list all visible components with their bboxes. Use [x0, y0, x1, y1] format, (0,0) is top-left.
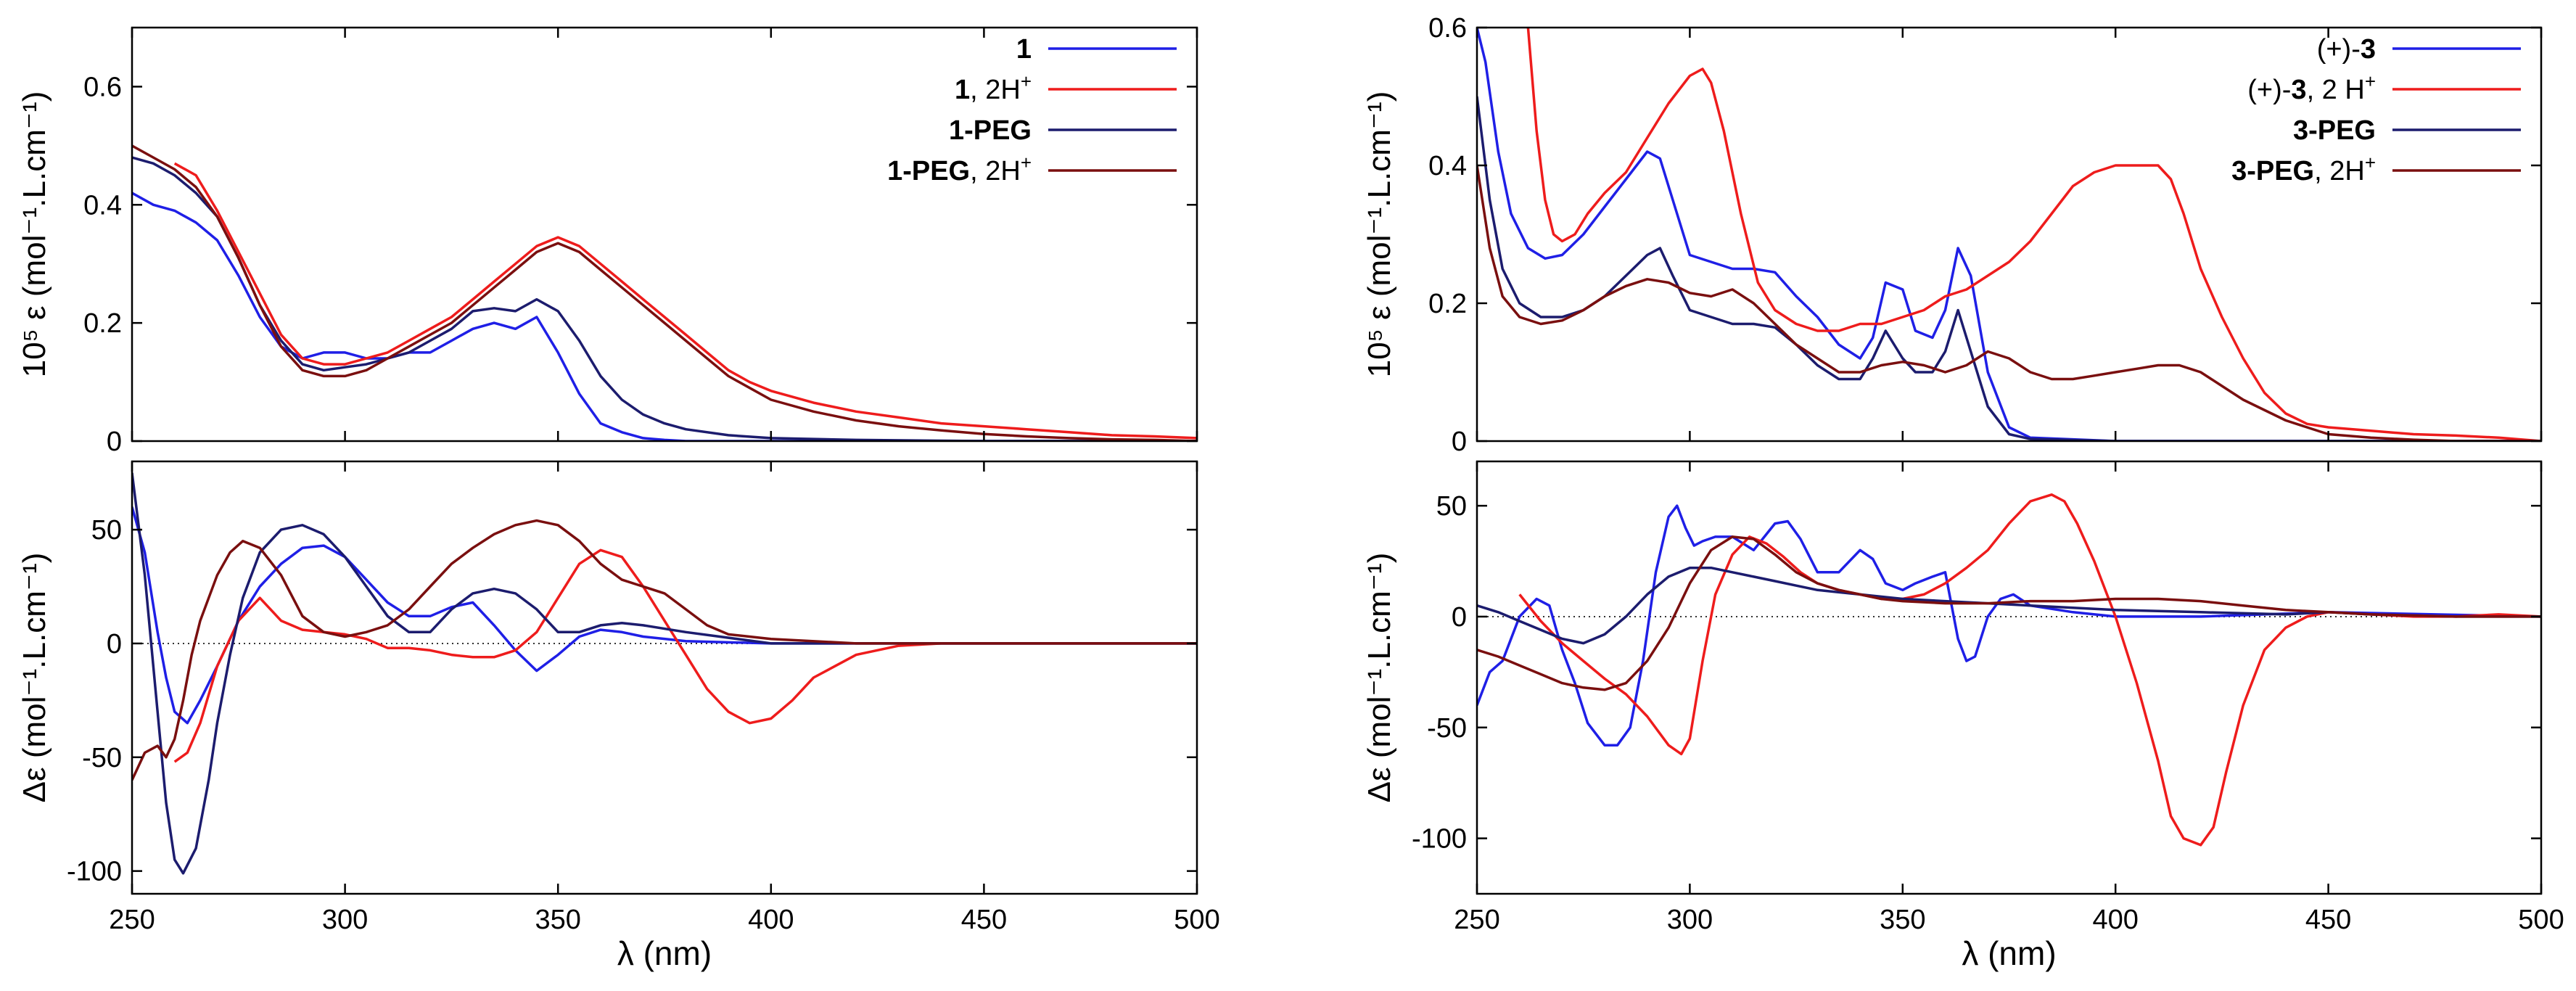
legend-label: (+)-3: [2317, 34, 2376, 65]
y-tick-label: 0.6: [1428, 13, 1467, 44]
series-group: [132, 144, 1197, 441]
series-line--3-2-h-: [1526, 28, 2541, 441]
x-tick-label: 350: [535, 905, 580, 935]
y-axis-label: 10⁵ ε (mol⁻¹.L.cm⁻¹): [17, 91, 52, 378]
series-line-1-peg-2h-: [132, 144, 1197, 441]
series-line-1: [132, 192, 1197, 441]
series-line-1-2h-: [173, 162, 1197, 440]
series-line-1-peg: [132, 472, 1197, 875]
panel-cd-left: 250 300 350 400 450 500 -100 -50 0 50 Δε (mol⁻¹.L.…: [17, 460, 1220, 972]
legend-label: 3-PEG: [2293, 115, 2376, 146]
y-tick-label: 0.4: [83, 190, 122, 221]
series-line-3-peg: [1477, 566, 2541, 645]
y-tick-label: 0.2: [1428, 289, 1467, 319]
series-line-3-peg-2h-: [1477, 165, 2541, 441]
x-tick-label: 500: [2518, 905, 2564, 935]
x-tick-label: 450: [2305, 905, 2351, 935]
y-tick-label: 0.2: [83, 308, 122, 339]
legend-label: 3-PEG, 2H+: [2231, 152, 2376, 186]
series-line--3-2-h-: [1518, 493, 2541, 847]
x-tick-label: 300: [322, 905, 368, 935]
y-tick-label: 0.6: [83, 72, 122, 102]
x-tick-label: 250: [1454, 905, 1499, 935]
x-tick-label: 500: [1174, 905, 1219, 935]
series-group: [1477, 493, 2541, 847]
x-axis-label: λ (nm): [1962, 934, 2056, 972]
x-tick-label: 250: [109, 905, 155, 935]
legend-label: 1, 2H+: [955, 70, 1032, 105]
x-tick-label: 400: [748, 905, 794, 935]
series-line-1-2h-: [173, 548, 1197, 763]
legend-label: (+)-3, 2 H+: [2247, 70, 2376, 105]
y-axis-label: Δε (mol⁻¹.L.cm⁻¹): [17, 553, 52, 803]
series-line-1-peg-2h-: [132, 519, 1197, 781]
y-tick-label: -50: [82, 743, 122, 773]
x-tick-label: 450: [961, 905, 1007, 935]
panel-abs-left: 0 0.2 0.4 0.6 10⁵ ε (mol⁻¹.L.cm⁻¹) 1 1, 2H+ 1-P…: [17, 26, 1198, 457]
y-tick-label: 0: [1452, 602, 1467, 633]
y-tick-label: -100: [1412, 824, 1467, 855]
series-line-1: [132, 506, 1197, 725]
x-tick-label: 350: [1880, 905, 1925, 935]
series-group: [132, 472, 1197, 875]
legend-label: 1-PEG: [949, 115, 1032, 146]
series-line-3-peg-2h-: [1477, 535, 2541, 691]
y-axis-label: Δε (mol⁻¹.L.cm⁻¹): [1362, 553, 1397, 803]
x-tick-label: 300: [1667, 905, 1713, 935]
x-tick-label: 400: [2092, 905, 2138, 935]
y-tick-label: 0: [107, 629, 122, 659]
x-axis-label: λ (nm): [617, 934, 712, 972]
y-tick-label: 0: [1452, 427, 1467, 457]
series-group: [1477, 28, 2541, 441]
legend-label: 1: [1016, 34, 1032, 65]
y-tick-label: 50: [91, 515, 122, 546]
plot-frame: [1476, 26, 2543, 443]
plot-frame: [1476, 460, 2543, 895]
panel-cd-right: 250 300 350 400 450 500 -100 -50 0 50 Δε (mol⁻¹.L.…: [1362, 460, 2564, 972]
legend: 1 1, 2H+ 1-PEG 1-PEG, 2H+: [887, 34, 1177, 186]
y-tick-label: -100: [67, 857, 122, 887]
plot-frame: [131, 26, 1198, 443]
plot-frame: [131, 460, 1198, 895]
y-tick-label: 50: [1436, 491, 1467, 522]
legend-label: 1-PEG, 2H+: [887, 152, 1032, 186]
y-tick-label: 0.4: [1428, 151, 1467, 181]
series-line-3-peg: [1477, 96, 2541, 441]
series-line--3: [1477, 28, 2541, 441]
y-tick-label: -50: [1427, 713, 1467, 744]
y-axis-label: 10⁵ ε (mol⁻¹.L.cm⁻¹): [1362, 91, 1397, 378]
y-tick-label: 0: [107, 427, 122, 457]
legend: (+)-3 (+)-3, 2 H+ 3-PEG 3-PEG, 2H+: [2231, 34, 2521, 186]
series-line-1-peg: [132, 156, 1197, 441]
series-line--3: [1477, 504, 2541, 747]
